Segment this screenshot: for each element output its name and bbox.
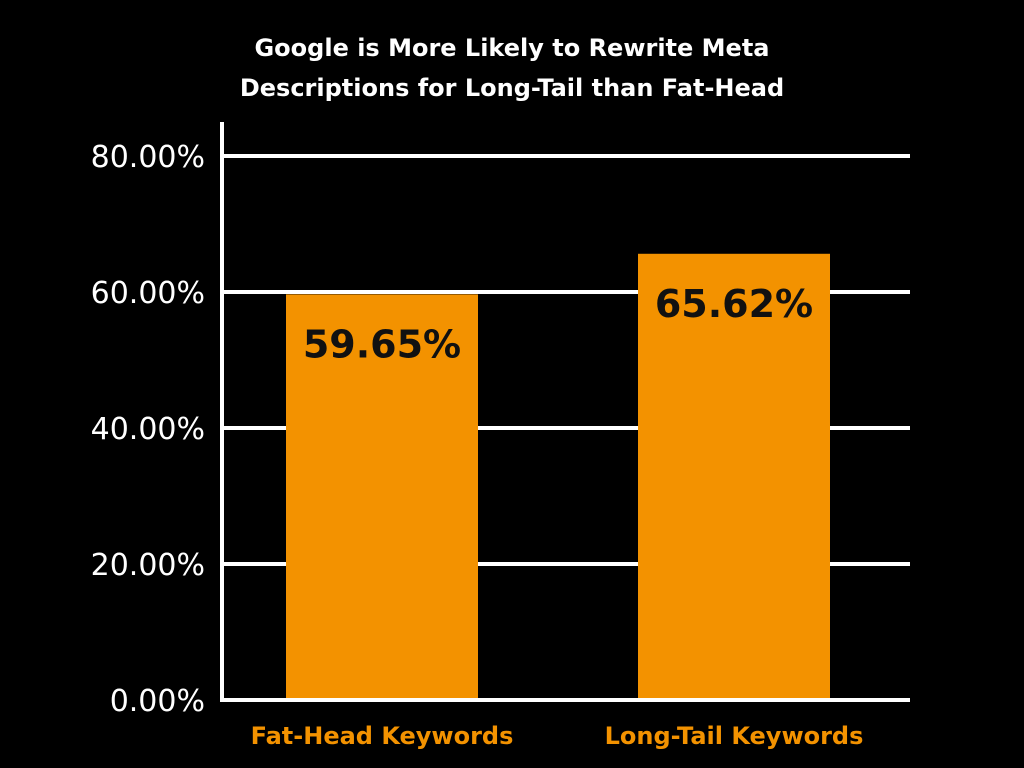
y-tick-label: 60.00%: [91, 276, 205, 311]
data-label: 65.62%: [655, 282, 813, 326]
bar: [286, 294, 478, 700]
chart-title: Google is More Likely to Rewrite Meta De…: [0, 28, 1024, 108]
x-tick-label: Fat-Head Keywords: [251, 722, 514, 750]
bars: [286, 253, 830, 700]
y-axis-tick-labels: 0.00% 20.00% 40.00% 60.00% 80.00%: [91, 140, 205, 719]
axes: [220, 122, 910, 702]
data-label: 59.65%: [303, 322, 461, 366]
x-axis-tick-labels: Fat-Head Keywords Long-Tail Keywords: [251, 722, 864, 750]
data-labels: 59.65% 65.62%: [303, 282, 813, 367]
x-tick-label: Long-Tail Keywords: [605, 722, 864, 750]
chart-title-line-2: Descriptions for Long-Tail than Fat-Head: [239, 74, 785, 102]
y-tick-label: 20.00%: [91, 548, 205, 583]
y-tick-label: 80.00%: [91, 140, 205, 175]
y-tick-label: 0.00%: [110, 684, 205, 719]
bar: [638, 253, 830, 700]
chart-title-line-1: Google is More Likely to Rewrite Meta: [254, 34, 770, 62]
y-tick-label: 40.00%: [91, 412, 205, 447]
